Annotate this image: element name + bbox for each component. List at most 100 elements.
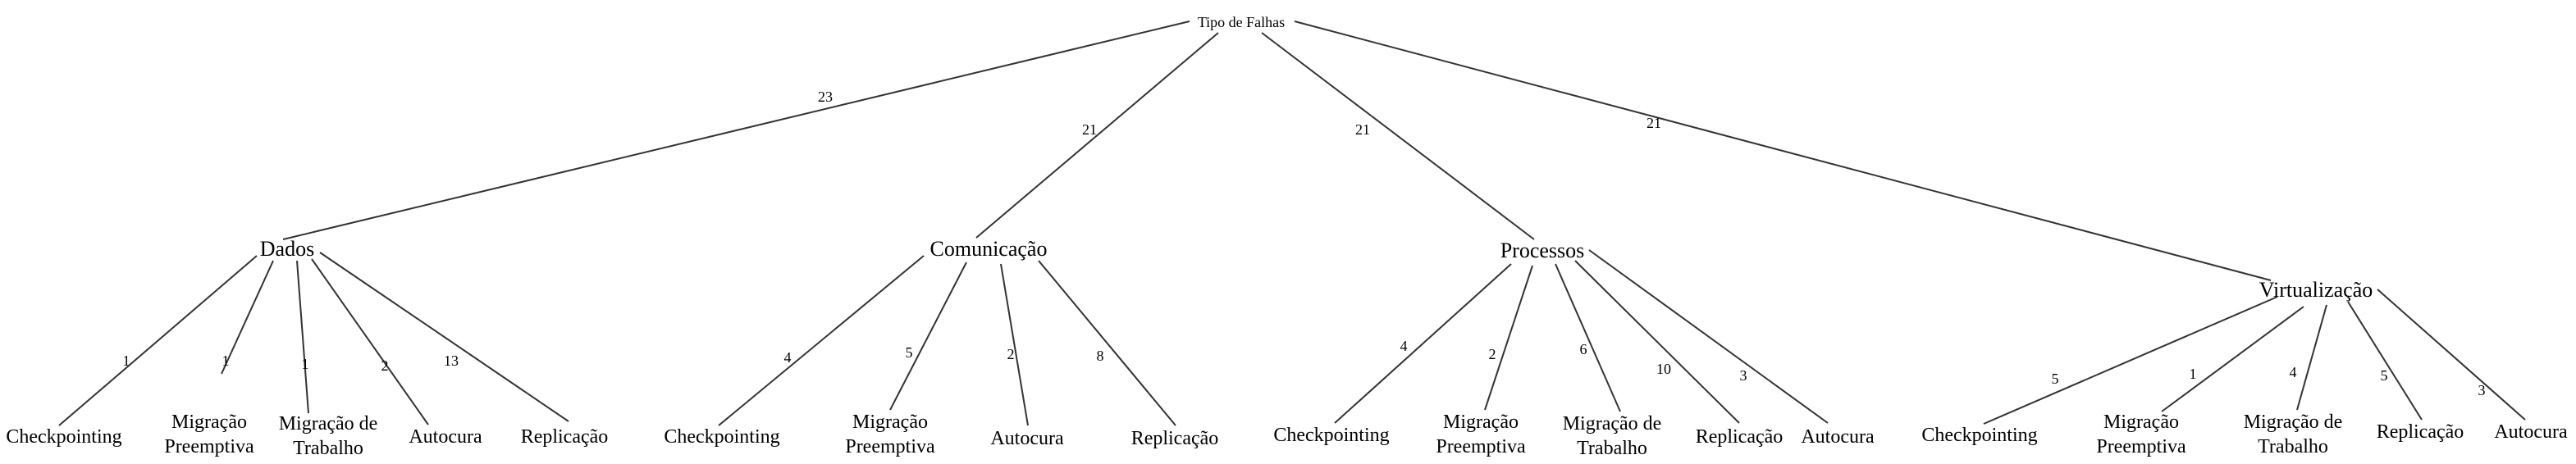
leaf-node: Checkpointing <box>1273 425 1389 446</box>
edge-weight-label: 5 <box>2052 371 2059 387</box>
root-node: Tipo de Falhas <box>1198 14 1285 30</box>
leaf-label-line: Trabalho <box>1577 438 1647 459</box>
edge-category-to-leaf <box>319 252 569 422</box>
leaf-label-line: Replicação <box>1131 428 1219 449</box>
edge-weight-label: 10 <box>1656 361 1671 377</box>
edge-category-to-leaf <box>1334 263 1512 424</box>
edge-weight-label: 3 <box>1740 367 1747 384</box>
edge-weight-label: 21 <box>1355 121 1370 138</box>
edge-weights: 23 1 1 1 2 13 21 4 5 2 8 21 4 2 6 10 3 21 5 1 4 5 3 <box>123 89 2486 398</box>
edge-weight-label: 4 <box>784 349 792 366</box>
leaf-node: Migração de Trabalho <box>1563 413 1662 459</box>
leaf-label-line: Autocura <box>990 428 1064 449</box>
leaf-node: Autocura <box>2494 421 2568 443</box>
edge-weight-label: 6 <box>1580 341 1587 357</box>
edge-category-to-leaf <box>2347 301 2423 421</box>
edge-weight-label: 2 <box>1007 346 1015 362</box>
leaf-label-line: Replicação <box>2377 421 2464 443</box>
edge-weight-label: 3 <box>2478 382 2486 398</box>
leaf-label-line: Checkpointing <box>1273 425 1389 446</box>
category-node: Comunicação <box>930 237 1048 261</box>
edge-category-to-leaf <box>1555 263 1621 412</box>
edge-category-to-leaf <box>1574 260 1740 424</box>
leaf-label-line: Autocura <box>2494 421 2568 443</box>
leaf-node: Autocura <box>990 428 1064 449</box>
leaf-node: Migração Preemptiva <box>845 412 935 457</box>
edge-weight-label: 1 <box>222 353 230 369</box>
leaf-label-line: Migração de <box>2244 412 2343 433</box>
edge-category-to-leaf <box>58 255 258 426</box>
edge-category-to-leaf <box>718 255 925 426</box>
edge-weight-label: 4 <box>1400 338 1408 354</box>
leaf-node: Replicação <box>1131 428 1219 449</box>
leaf-label-line: Migração <box>1443 412 1519 433</box>
edge-category-to-leaf <box>1000 263 1029 426</box>
edge-weight-label: 2 <box>1489 346 1496 362</box>
edge-weight-label: 21 <box>1082 121 1097 138</box>
leaf-label-line: Preemptiva <box>2096 436 2186 457</box>
edge-category-to-leaf <box>221 260 274 375</box>
leaf-label-line: Checkpointing <box>664 426 779 448</box>
edge-category-to-leaf <box>889 262 967 411</box>
leaf-label-line: Trabalho <box>2258 436 2328 457</box>
leaf-node: Autocura <box>409 426 482 448</box>
edge-weight-label: 2 <box>381 357 389 374</box>
edge-weight-label: 5 <box>2381 367 2388 384</box>
edge-weight-label: 21 <box>1647 115 1661 131</box>
edge-weight-label: 4 <box>2290 364 2297 380</box>
leaf-label-line: Migração de <box>279 413 378 434</box>
edge-category-to-leaf <box>2296 304 2327 411</box>
leaf-label-line: Checkpointing <box>6 426 121 448</box>
leaf-node: Replicação <box>1696 426 1784 448</box>
edge-category-to-leaf <box>2377 289 2526 421</box>
leaf-label-line: Trabalho <box>293 438 363 459</box>
edge-weight-label: 1 <box>123 353 130 369</box>
leaf-label-line: Checkpointing <box>1921 425 2037 446</box>
leaf-node: Migração de Trabalho <box>2244 412 2343 457</box>
leaf-node: Migração Preemptiva <box>164 412 254 457</box>
leaf-label-line: Preemptiva <box>164 436 254 457</box>
leaf-label-line: Migração <box>2103 412 2179 433</box>
edge-weight-label: 8 <box>1097 348 1104 364</box>
category-node: Processos <box>1500 239 1585 262</box>
edge-root-to-category <box>1261 32 1535 240</box>
edge-weight-label: 1 <box>2190 366 2197 382</box>
edge-weight-label: 13 <box>444 353 459 369</box>
leaf-node: Migração de Trabalho <box>279 413 378 459</box>
edge-category-to-leaf <box>296 260 309 414</box>
edge-category-to-leaf <box>1983 296 2278 425</box>
leaf-node: Migração Preemptiva <box>2096 412 2186 457</box>
category-node: Dados <box>260 237 314 261</box>
edge-category-to-leaf <box>2161 306 2304 412</box>
edge-root-to-category <box>282 20 1190 240</box>
edge-root-to-category <box>1294 20 2272 281</box>
edge-weight-label: 23 <box>818 89 833 105</box>
leaf-node: Replicação <box>521 426 609 448</box>
leaf-label-line: Preemptiva <box>845 436 935 457</box>
leaf-label-line: Autocura <box>409 426 482 448</box>
leaf-label-line: Replicação <box>1696 426 1784 448</box>
leaf-label-line: Replicação <box>521 426 609 448</box>
leaf-node: Checkpointing <box>6 426 121 448</box>
leaf-label-line: Migração <box>171 412 247 433</box>
leaf-node: Migração Preemptiva <box>1436 412 1526 457</box>
edge-weight-label: 1 <box>302 356 309 372</box>
edge-category-to-leaf <box>1588 249 1829 424</box>
tree-nodes: Tipo de Falhas Dados Checkpointing Migraçã… <box>6 14 2568 459</box>
leaf-label-line: Autocura <box>1801 426 1875 448</box>
edge-category-to-leaf <box>1038 260 1176 426</box>
leaf-label-line: Migração <box>852 412 928 433</box>
leaf-node: Checkpointing <box>664 426 779 448</box>
edge-category-to-leaf <box>311 258 429 425</box>
leaf-node: Autocura <box>1801 426 1875 448</box>
leaf-node: Replicação <box>2377 421 2464 443</box>
tree-edges <box>58 20 2526 426</box>
leaf-label-line: Preemptiva <box>1436 436 1526 457</box>
leaf-node: Checkpointing <box>1921 425 2037 446</box>
category-node: Virtualização <box>2259 278 2373 302</box>
edge-root-to-category <box>975 32 1219 239</box>
leaf-label-line: Migração de <box>1563 413 1662 434</box>
edge-weight-label: 5 <box>906 344 913 361</box>
edge-category-to-leaf <box>1484 265 1533 411</box>
